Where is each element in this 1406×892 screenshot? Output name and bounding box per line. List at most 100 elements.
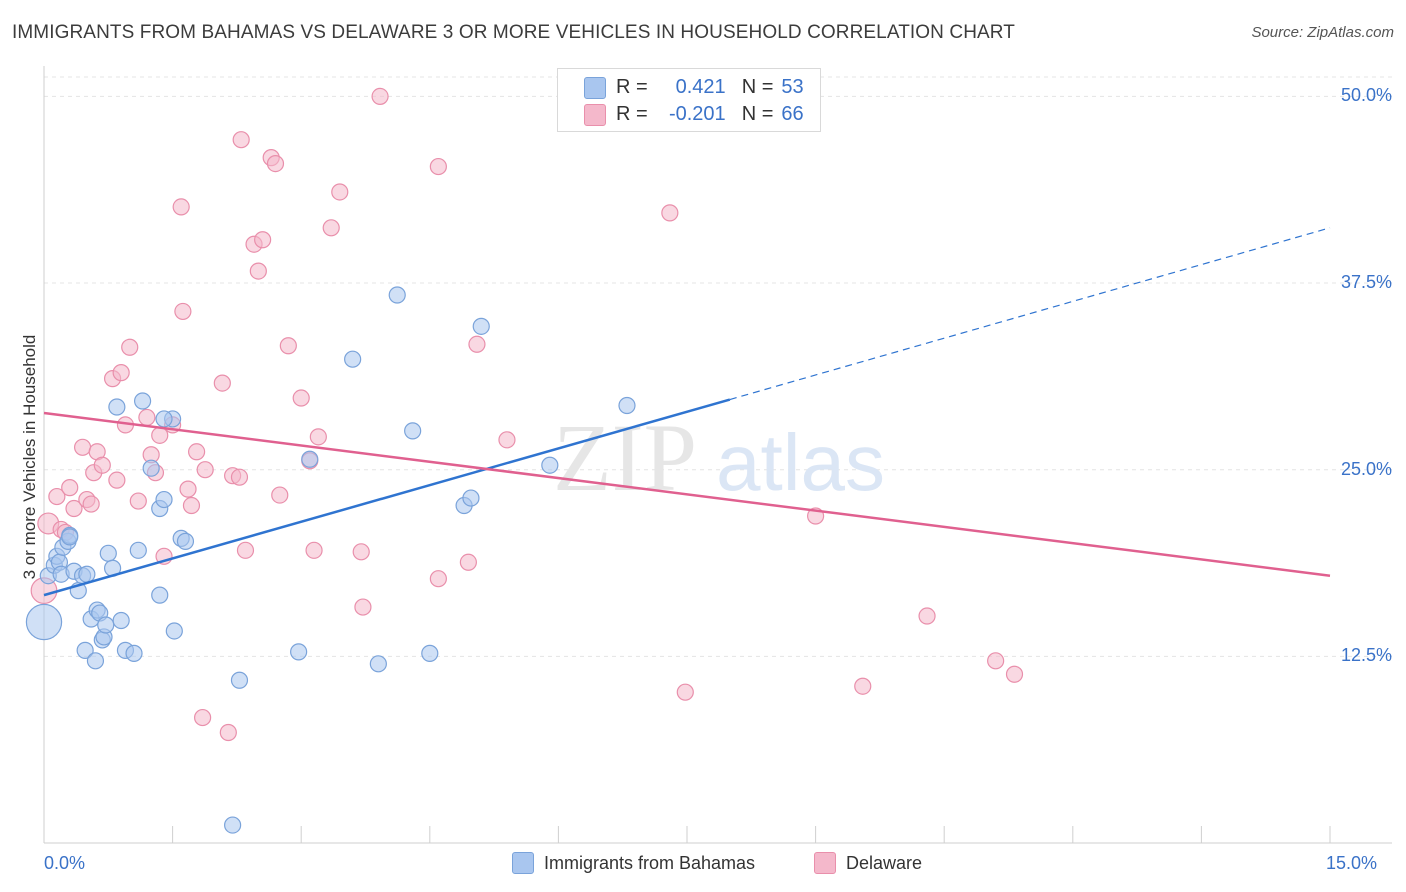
delaware-point bbox=[73, 438, 92, 456]
delaware-point bbox=[179, 480, 197, 498]
delaware-point bbox=[429, 570, 447, 588]
delaware-point bbox=[331, 183, 349, 201]
bahamas-point bbox=[165, 622, 183, 640]
delaware-point bbox=[305, 541, 323, 559]
bahamas-point bbox=[541, 456, 559, 474]
delaware-point bbox=[459, 553, 477, 571]
delaware-point bbox=[854, 677, 872, 695]
delaware-point bbox=[352, 543, 370, 561]
delaware-point bbox=[271, 486, 289, 504]
legend-r-label: R = bbox=[616, 75, 648, 98]
delaware-point bbox=[676, 683, 694, 701]
delaware-point bbox=[48, 487, 66, 506]
bahamas-trendline bbox=[43, 398, 731, 597]
delaware-point bbox=[196, 461, 214, 479]
chart-title: IMMIGRANTS FROM BAHAMAS VS DELAWARE 3 OR… bbox=[12, 22, 1015, 43]
bahamas-point bbox=[618, 396, 636, 415]
legend-n-label: N = bbox=[741, 102, 774, 125]
legend-swatch-delaware bbox=[584, 104, 606, 126]
watermark: ZIP atlas bbox=[553, 404, 885, 511]
bahamas-point bbox=[125, 644, 143, 662]
delaware-point bbox=[82, 495, 100, 513]
bahamas-trendline-extension bbox=[729, 227, 1331, 401]
bahamas-point bbox=[129, 541, 147, 559]
legend-item-bahamas[interactable]: Immigrants from Bahamas bbox=[512, 852, 755, 874]
delaware-point bbox=[182, 496, 201, 515]
bahamas-point bbox=[151, 586, 169, 604]
delaware-points bbox=[30, 87, 1024, 742]
delaware-point bbox=[322, 219, 340, 237]
delaware-point bbox=[174, 302, 192, 321]
delaware-point bbox=[429, 157, 447, 176]
delaware-trendline bbox=[43, 411, 1331, 577]
legend-row-delaware: R = -0.201 N = 66 bbox=[616, 101, 804, 127]
legend-label-bahamas: Immigrants from Bahamas bbox=[544, 852, 756, 873]
delaware-point bbox=[468, 335, 486, 353]
delaware-point bbox=[987, 652, 1005, 670]
legend-n-value: 66 bbox=[781, 102, 804, 125]
axes bbox=[43, 66, 1392, 844]
delaware-point bbox=[93, 456, 111, 474]
bahamas-point bbox=[61, 528, 79, 546]
bahamas-point bbox=[462, 489, 480, 507]
delaware-point bbox=[918, 607, 936, 625]
bahamas-point bbox=[155, 490, 173, 509]
legend-swatch-bahamas bbox=[512, 852, 534, 874]
delaware-point bbox=[108, 471, 126, 489]
delaware-point bbox=[354, 598, 372, 616]
delaware-point bbox=[292, 389, 310, 407]
y-tick-label: 37.5% bbox=[1340, 272, 1392, 293]
bahamas-point bbox=[176, 532, 195, 550]
correlation-legend: R = 0.421 N = 53 R = -0.201 N = 66 bbox=[557, 68, 821, 132]
legend-label-delaware: Delaware bbox=[846, 852, 923, 873]
delaware-point bbox=[65, 499, 83, 518]
delaware-point bbox=[121, 338, 139, 356]
bahamas-point bbox=[388, 286, 406, 304]
bahamas-point bbox=[155, 410, 173, 428]
source-label: Source: ZipAtlas.com bbox=[1251, 24, 1394, 41]
bahamas-point bbox=[404, 422, 422, 440]
delaware-point bbox=[219, 723, 237, 742]
bahamas-point bbox=[76, 641, 94, 659]
legend-r-label: R = bbox=[616, 102, 648, 125]
legend-r-value: -0.201 bbox=[668, 102, 726, 125]
watermark-zip: ZIP bbox=[553, 404, 697, 511]
delaware-point bbox=[112, 364, 130, 382]
bahamas-point bbox=[344, 350, 362, 368]
trendlines bbox=[43, 227, 1331, 597]
delaware-point bbox=[151, 426, 169, 444]
delaware-point bbox=[138, 408, 156, 427]
delaware-point bbox=[236, 541, 255, 559]
delaware-point bbox=[309, 428, 327, 446]
legend-r-value: 0.421 bbox=[675, 75, 726, 98]
legend-row-bahamas: R = 0.421 N = 53 bbox=[616, 74, 804, 100]
bahamas-point bbox=[142, 459, 160, 477]
bahamas-point bbox=[112, 611, 130, 630]
y-tick-label: 50.0% bbox=[1340, 85, 1392, 106]
x-tick-label-min: 0.0% bbox=[44, 853, 86, 873]
delaware-point bbox=[371, 87, 389, 105]
delaware-point bbox=[279, 337, 297, 355]
bahamas-point bbox=[290, 643, 308, 661]
y-tick-label: 25.0% bbox=[1340, 458, 1392, 479]
legend-n-label: N = bbox=[741, 75, 774, 98]
delaware-point bbox=[1005, 665, 1024, 683]
delaware-point bbox=[249, 262, 267, 280]
delaware-point bbox=[266, 154, 285, 173]
bahamas-point bbox=[97, 616, 115, 634]
legend-item-delaware[interactable]: Delaware bbox=[814, 852, 922, 874]
delaware-point bbox=[661, 204, 679, 222]
delaware-point bbox=[172, 198, 190, 216]
bahamas-point bbox=[369, 655, 387, 673]
bahamas-point bbox=[78, 565, 96, 583]
legend-n-value: 53 bbox=[781, 75, 804, 98]
bahamas-point bbox=[133, 392, 152, 410]
delaware-point bbox=[498, 431, 516, 449]
bahamas-points bbox=[25, 286, 636, 834]
bahamas-point bbox=[108, 398, 126, 416]
delaware-point bbox=[213, 374, 231, 392]
y-axis-title: 3 or more Vehicles in Household bbox=[20, 334, 39, 580]
bahamas-point bbox=[472, 317, 490, 335]
x-tick-label-max: 15.0% bbox=[1326, 853, 1378, 873]
